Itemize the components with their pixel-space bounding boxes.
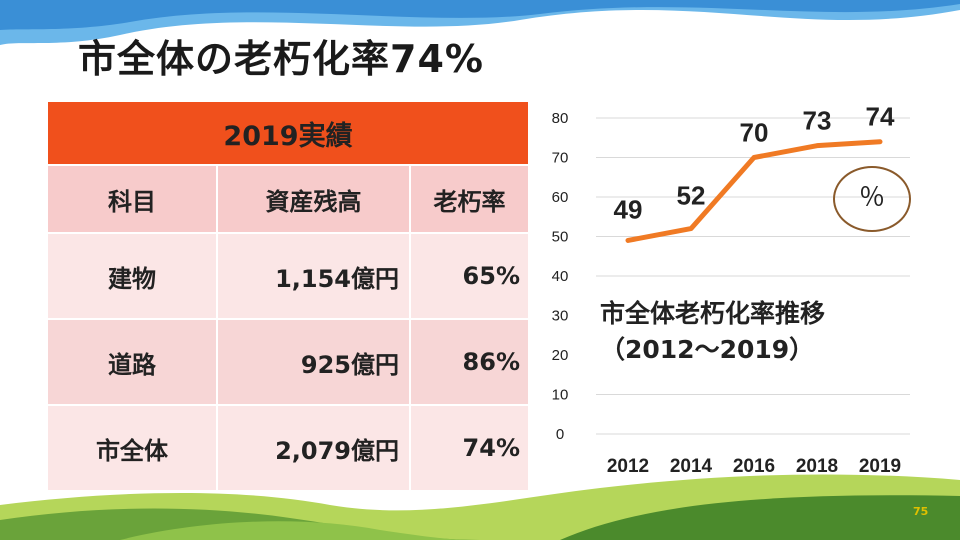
x-tick-label: 2018 <box>796 456 838 477</box>
asset-table: 2019実績 科目 資産残高 老朽率 建物 1,154億円 65% 道路 925… <box>46 100 530 492</box>
row-name: 建物 <box>46 232 218 320</box>
x-tick-label: 2019 <box>859 456 901 477</box>
data-label: 49 <box>614 194 643 224</box>
row-balance: 2,079億円 <box>216 404 411 492</box>
y-tick-label: 20 <box>552 347 569 364</box>
y-tick-label: 0 <box>556 426 564 443</box>
table-row: 建物 1,154億円 65% <box>46 232 530 320</box>
row-rate: 86% <box>409 318 530 406</box>
unit-label: ％ <box>833 166 911 232</box>
row-balance: 925億円 <box>216 318 411 406</box>
y-tick-label: 40 <box>552 268 569 285</box>
row-rate: 74% <box>409 404 530 492</box>
data-label: 73 <box>803 106 832 136</box>
y-tick-label: 60 <box>552 189 569 206</box>
row-rate: 65% <box>409 232 530 320</box>
table-row: 市全体 2,079億円 74% <box>46 404 530 492</box>
chart-title-line1: 市全体老朽化率推移 <box>600 299 826 328</box>
column-header-rate: 老朽率 <box>409 164 530 234</box>
column-header-subject: 科目 <box>46 164 218 234</box>
chart-title: 市全体老朽化率推移 （2012～2019） <box>592 294 912 392</box>
y-tick-label: 10 <box>552 387 569 404</box>
row-name: 道路 <box>46 318 218 406</box>
row-name: 市全体 <box>46 404 218 492</box>
data-label: 52 <box>677 181 706 211</box>
data-label: 70 <box>740 118 769 148</box>
table-header: 2019実績 <box>46 100 530 166</box>
x-tick-label: 2014 <box>670 456 713 477</box>
series-line <box>625 139 883 243</box>
y-tick-label: 80 <box>552 110 569 127</box>
column-header-balance: 資産残高 <box>216 164 411 234</box>
page-number: 75 <box>913 505 929 518</box>
y-tick-label: 30 <box>552 308 569 325</box>
row-balance: 1,154億円 <box>216 232 411 320</box>
page-title: 市全体の老朽化率74% <box>78 37 484 81</box>
y-tick-label: 50 <box>552 229 569 246</box>
y-tick-label: 70 <box>552 150 569 167</box>
chart-title-line2: （2012～2019） <box>600 335 815 364</box>
table-row: 道路 925億円 86% <box>46 318 530 406</box>
x-tick-label: 2016 <box>733 456 775 477</box>
x-tick-label: 2012 <box>607 456 649 477</box>
data-label: 74 <box>866 102 895 132</box>
